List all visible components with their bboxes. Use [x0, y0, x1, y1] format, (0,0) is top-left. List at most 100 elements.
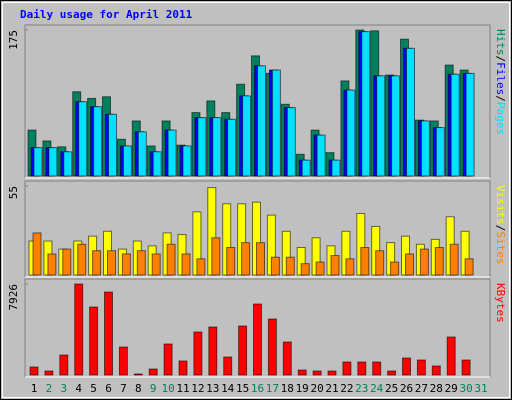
bar	[270, 256, 280, 276]
x-tick-label: 16	[251, 382, 264, 395]
bar	[74, 283, 84, 376]
bar	[330, 255, 340, 276]
x-tick-label: 27	[415, 382, 428, 395]
bar	[151, 253, 161, 276]
bar	[63, 151, 73, 177]
bar	[212, 117, 222, 177]
x-tick-label: 12	[191, 382, 204, 395]
x-tick-label: 9	[150, 382, 157, 395]
bar	[108, 113, 117, 177]
bar	[104, 291, 113, 376]
x-tick-label: 14	[221, 382, 235, 395]
legend-entry: KBytes	[494, 283, 507, 323]
legend-separator: /	[494, 225, 507, 232]
x-tick-label: 4	[75, 382, 82, 395]
bar	[461, 359, 471, 376]
bar	[77, 243, 87, 276]
bar	[122, 145, 132, 177]
bar	[331, 159, 341, 177]
bar	[133, 373, 143, 376]
bar	[361, 31, 371, 177]
bar	[152, 151, 162, 177]
bar	[300, 263, 310, 276]
bar	[346, 89, 356, 177]
bar	[163, 343, 173, 376]
x-tick-label: 20	[310, 382, 323, 395]
bar	[376, 75, 386, 177]
bar	[406, 47, 415, 177]
x-tick-label: 23	[355, 382, 368, 395]
legend-entry: Files	[494, 62, 507, 95]
bar	[315, 261, 325, 276]
bar	[387, 370, 397, 376]
bar	[44, 370, 54, 376]
bar	[327, 370, 337, 376]
bar	[211, 237, 221, 276]
bar	[32, 232, 42, 276]
bar	[29, 366, 39, 376]
legend-separator: /	[494, 95, 507, 102]
bar	[357, 361, 367, 376]
bar	[182, 145, 192, 177]
x-tick-label: 21	[325, 382, 338, 395]
bar	[449, 243, 459, 276]
bar	[342, 361, 352, 376]
bar	[391, 75, 401, 177]
bar	[402, 357, 411, 376]
x-tick-label: 1	[31, 382, 38, 395]
x-tick-label: 19	[296, 382, 309, 395]
bar	[121, 253, 131, 276]
x-tick-label: 18	[281, 382, 294, 395]
x-tick-label: 29	[445, 382, 458, 395]
bar	[137, 131, 147, 177]
bar	[267, 318, 277, 376]
bar	[89, 306, 99, 376]
bar	[465, 72, 475, 177]
bar	[464, 258, 474, 276]
x-tick-label: 28	[430, 382, 443, 395]
chart-title: Daily usage for April 2011	[20, 8, 193, 21]
x-tick-label: 30	[459, 382, 472, 395]
x-tick-label: 22	[340, 382, 353, 395]
bar	[178, 360, 188, 376]
bar	[420, 120, 430, 177]
bar	[148, 368, 158, 376]
x-tick-label: 11	[176, 382, 189, 395]
bar	[241, 242, 251, 276]
bar	[59, 354, 69, 376]
bar	[48, 147, 58, 177]
bar	[78, 101, 88, 177]
bar	[286, 107, 296, 177]
bar	[136, 250, 146, 276]
bar	[372, 361, 382, 376]
x-tick-label: 13	[206, 382, 219, 395]
x-tick-label: 24	[370, 382, 384, 395]
x-tick-label: 5	[90, 382, 97, 395]
bar	[282, 341, 292, 376]
legend-entry: Pages	[494, 102, 507, 135]
bar	[242, 95, 252, 177]
bar	[181, 253, 191, 276]
x-tick-label: 2	[46, 382, 53, 395]
bar	[450, 73, 460, 177]
bar	[226, 246, 236, 276]
bar	[256, 242, 265, 276]
x-tick-label: 6	[105, 382, 112, 395]
bar	[360, 246, 370, 276]
bar	[271, 69, 281, 177]
bar	[345, 258, 355, 276]
legend-entry: Hits	[494, 29, 507, 56]
bar	[193, 331, 203, 376]
bar	[107, 250, 116, 276]
bar	[419, 248, 429, 276]
x-tick-label: 26	[400, 382, 413, 395]
legend-separator: /	[494, 56, 507, 63]
bar	[92, 250, 102, 276]
x-tick-label: 25	[385, 382, 398, 395]
y-tick-label: 7926	[7, 284, 20, 311]
x-tick-label: 8	[135, 382, 142, 395]
bar	[196, 258, 206, 276]
bar	[435, 127, 445, 177]
bar	[227, 118, 237, 177]
